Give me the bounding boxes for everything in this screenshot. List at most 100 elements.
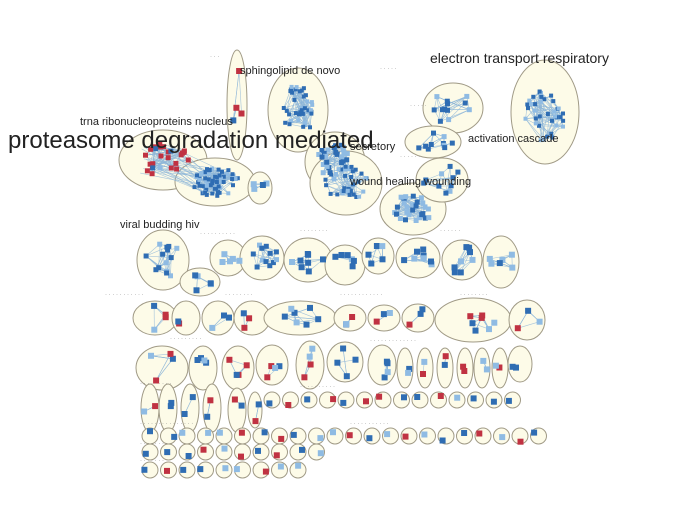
gene-set-node (255, 447, 261, 454)
gene-set-node (343, 164, 348, 169)
edge (552, 120, 564, 138)
edge (145, 255, 167, 272)
edge (306, 101, 311, 128)
gene-set-node (469, 256, 476, 263)
gene-set-node (525, 102, 530, 107)
edge (460, 251, 471, 273)
gene-set-node (436, 183, 442, 189)
gene-set-node (533, 102, 538, 107)
gene-set-node (168, 399, 175, 406)
edge (540, 113, 549, 141)
edge (326, 177, 366, 186)
edge (167, 154, 221, 179)
gene-set-node (141, 408, 148, 415)
gene-set-node (164, 467, 170, 474)
gene-set-node (297, 89, 302, 94)
gene-set-node (298, 264, 305, 271)
gene-set-node (413, 203, 419, 209)
gene-set-node (267, 250, 273, 256)
gene-set-node (558, 115, 563, 120)
gene-set-node (219, 259, 226, 265)
gene-set-node (549, 93, 554, 98)
gene-set-node (539, 94, 544, 99)
gene-set-node (194, 357, 201, 363)
gene-set-node (199, 172, 204, 177)
gene-set-node (464, 93, 470, 99)
gene-set-node (178, 152, 184, 158)
gene-set-node (538, 99, 543, 104)
cluster-row4 (507, 345, 533, 383)
gene-set-node (230, 117, 237, 124)
faint-label: · · · · · · · · · · · (105, 292, 144, 298)
gene-set-node (292, 97, 297, 102)
edge (253, 253, 277, 260)
gene-set-node (401, 200, 407, 206)
gene-set-node (156, 265, 162, 271)
gene-set-node (328, 191, 333, 196)
edge (170, 257, 172, 276)
gene-set-node (421, 431, 428, 438)
gene-set-node (401, 394, 407, 401)
gene-set-node (428, 142, 434, 147)
gene-set-node (403, 217, 408, 223)
gene-set-node (305, 99, 310, 104)
cluster-small-circle (289, 461, 307, 479)
gene-set-node (231, 396, 238, 403)
gene-set-node (379, 256, 386, 263)
gene-set-node (317, 450, 324, 457)
gene-set-node (238, 453, 244, 460)
gene-set-node (529, 102, 533, 106)
gene-set-node (216, 184, 221, 189)
gene-set-node (285, 402, 292, 408)
gene-set-node (550, 135, 555, 140)
edge (448, 102, 466, 120)
gene-set-node (220, 169, 224, 174)
label-electron-transport: electron transport respiratory (430, 50, 609, 66)
edge (345, 166, 357, 198)
gene-set-node (442, 353, 449, 360)
edge (330, 176, 352, 195)
faint-label: · · · · · · · · · (170, 336, 201, 342)
edge (350, 171, 354, 192)
gene-set-node (381, 374, 388, 381)
gene-set-node (422, 215, 428, 221)
edge (535, 118, 553, 122)
cluster-row4 (188, 345, 218, 391)
gene-set-node (167, 403, 174, 410)
edge (425, 136, 445, 147)
gene-set-node (420, 200, 426, 206)
gene-set-node (553, 114, 557, 119)
gene-set-node (411, 255, 418, 262)
gene-set-node (301, 86, 306, 91)
gene-set-node (373, 318, 380, 325)
gene-set-node (350, 257, 357, 264)
gene-set-node (201, 357, 208, 364)
gene-set-node (308, 125, 312, 130)
gene-set-node (153, 377, 160, 384)
gene-set-node (263, 259, 269, 265)
gene-set-node (410, 193, 416, 199)
gene-set-node (350, 169, 355, 174)
gene-set-node (336, 167, 341, 172)
gene-set-node (343, 373, 350, 380)
gene-set-node (262, 468, 269, 475)
label-sphingolipid: sphingolipid de novo (240, 65, 340, 77)
gene-set-node (153, 267, 159, 273)
edge (400, 218, 417, 221)
cluster-small-circle (178, 461, 196, 479)
gene-set-node (270, 260, 276, 266)
cluster-row4 (436, 347, 454, 389)
edge (540, 101, 556, 117)
gene-set-node (545, 112, 550, 116)
gene-set-node (168, 165, 174, 171)
gene-set-node (338, 252, 345, 258)
gene-set-node (197, 183, 202, 188)
gene-set-node (261, 429, 268, 436)
edge (304, 356, 311, 378)
gene-set-node (431, 130, 436, 136)
gene-set-node (203, 176, 208, 181)
gene-set-node (478, 314, 485, 321)
faint-label: · · · · · (380, 66, 397, 72)
edge (155, 353, 171, 381)
